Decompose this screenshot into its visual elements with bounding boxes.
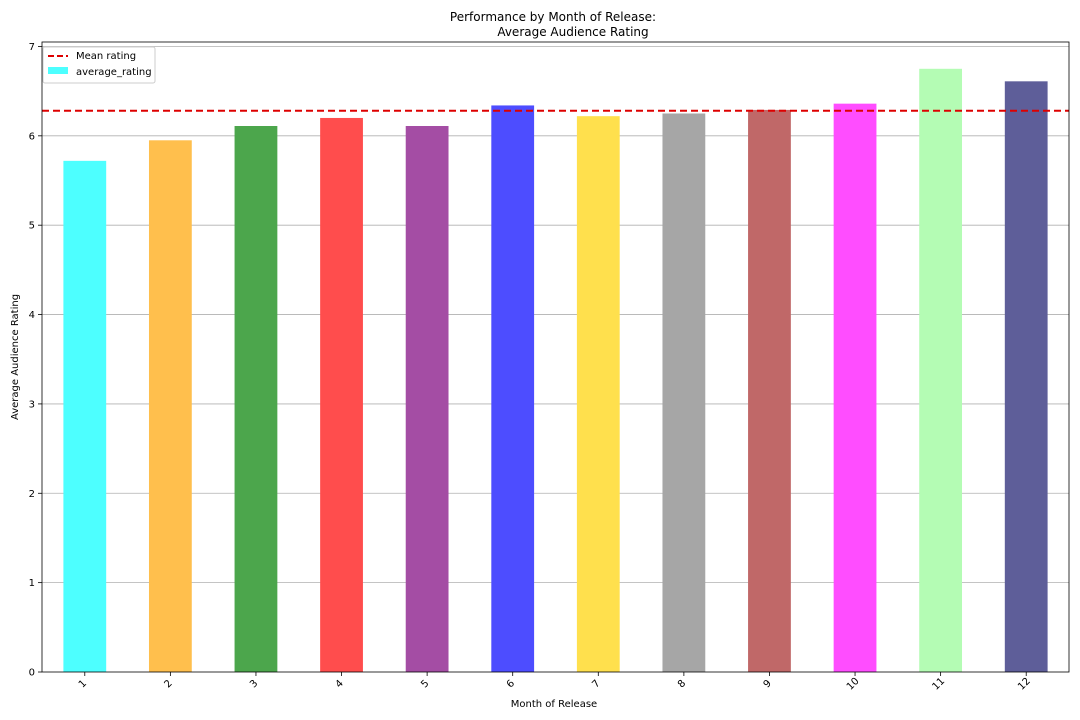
bar-month-6 [491,105,535,673]
y-axis-label: Average Audience Rating [10,294,21,420]
chart-title-line-2: Average Audience Rating [497,25,648,39]
bar-month-3 [234,126,278,672]
bar-month-2 [148,140,192,673]
bar-month-7 [576,116,620,672]
x-tick-label-1: 1 [77,678,89,690]
legend-series-label: average_rating [76,67,152,78]
bar-month-5 [405,126,449,672]
x-tick-label-8: 8 [676,678,688,690]
x-tick-label-12: 12 [1016,676,1033,693]
y-tick-label-7: 7 [29,42,35,53]
x-tick-label-2: 2 [162,678,174,690]
axes [41,41,1070,673]
bar-month-4 [320,117,363,672]
y-tick-label-1: 1 [29,578,35,589]
bars [63,68,1048,673]
bar-month-12 [1004,81,1048,672]
y-tick-label-5: 5 [29,221,35,232]
legend-bar-swatch [48,67,68,74]
x-tick-label-9: 9 [762,678,774,690]
y-tick-label-4: 4 [29,310,35,321]
x-tick-label-6: 6 [505,678,517,690]
gridlines [42,46,1069,584]
bar-month-1 [63,160,107,672]
bar-month-8 [662,113,706,672]
bar-month-10 [833,103,877,673]
plot-frame [41,41,1070,673]
legend: Mean rating average_rating [42,46,156,84]
bar-month-11 [919,68,963,672]
y-tick-label-3: 3 [29,399,35,410]
x-tick-label-4: 4 [334,678,346,690]
x-axis-label: Month of Release [511,699,597,710]
x-tick-label-11: 11 [930,676,947,693]
legend-mean-label: Mean rating [76,51,136,62]
y-tick-label-0: 0 [29,668,35,679]
x-tick-label-5: 5 [419,678,431,690]
legend-box [42,46,156,84]
x-tick-label-3: 3 [248,678,260,690]
x-tick-label-10: 10 [845,676,862,693]
x-ticks: 1 2 3 4 5 6 7 8 9 10 11 12 [77,672,1033,693]
bar-month-9 [748,109,791,672]
x-tick-label-7: 7 [590,678,602,690]
chart-title-line-1: Performance by Month of Release: [450,10,656,24]
y-tick-label-2: 2 [29,489,35,500]
y-tick-label-6: 6 [29,131,35,142]
y-ticks: 0 1 2 3 4 5 6 7 [29,42,42,679]
